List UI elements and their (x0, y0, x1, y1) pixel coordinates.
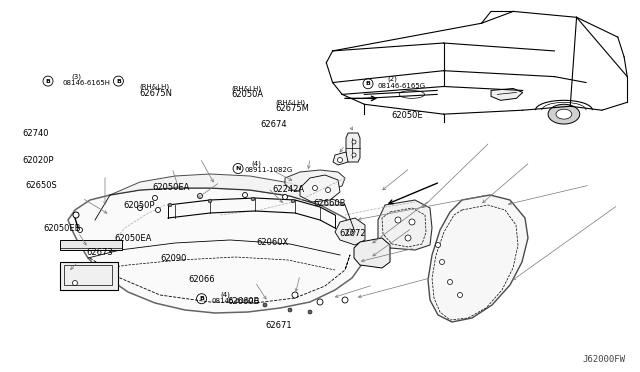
Circle shape (352, 153, 356, 157)
Circle shape (342, 297, 348, 303)
Text: 62673: 62673 (86, 248, 113, 257)
Circle shape (72, 280, 77, 285)
Circle shape (317, 299, 323, 305)
Circle shape (243, 192, 248, 198)
Text: 62050EB: 62050EB (44, 224, 81, 233)
Text: 62242A: 62242A (272, 185, 304, 194)
Circle shape (435, 243, 440, 247)
Text: 62740: 62740 (22, 129, 49, 138)
Text: (RH&LH): (RH&LH) (232, 85, 262, 92)
Circle shape (152, 196, 157, 201)
Circle shape (458, 292, 463, 298)
Circle shape (395, 217, 401, 223)
Circle shape (291, 199, 295, 203)
Text: (4): (4) (252, 161, 261, 167)
Circle shape (138, 205, 143, 211)
Text: (RH&LH): (RH&LH) (275, 99, 305, 106)
Text: (4): (4) (221, 291, 230, 298)
Text: 62650S: 62650S (26, 181, 58, 190)
Circle shape (447, 279, 452, 285)
Circle shape (347, 229, 353, 235)
Circle shape (548, 104, 580, 124)
Polygon shape (491, 89, 523, 100)
Circle shape (308, 310, 312, 314)
Text: N: N (236, 166, 241, 171)
Text: (3): (3) (72, 73, 82, 80)
Text: 62060X: 62060X (256, 238, 288, 247)
Polygon shape (68, 188, 365, 313)
Text: B: B (116, 78, 121, 84)
Circle shape (440, 260, 445, 264)
Polygon shape (110, 174, 345, 205)
Text: 62050EA: 62050EA (152, 183, 189, 192)
Circle shape (352, 140, 356, 144)
Text: 62672: 62672 (339, 229, 366, 238)
Circle shape (77, 228, 83, 232)
Bar (64, 265, 112, 285)
Circle shape (288, 308, 292, 312)
Circle shape (405, 235, 411, 241)
Circle shape (409, 219, 415, 225)
Circle shape (73, 212, 79, 218)
Text: 62675N: 62675N (140, 89, 173, 97)
Circle shape (263, 303, 267, 307)
Polygon shape (300, 175, 340, 202)
Text: 62660B: 62660B (227, 297, 260, 306)
Text: J62000FW: J62000FW (582, 356, 625, 365)
Text: 62066: 62066 (189, 275, 216, 283)
Text: 08911-1082G: 08911-1082G (244, 167, 292, 173)
Polygon shape (335, 218, 365, 245)
Circle shape (198, 193, 202, 199)
Bar (60, 262, 118, 290)
Text: 62671: 62671 (266, 321, 292, 330)
Text: 62050E: 62050E (392, 111, 423, 120)
Text: 62660B: 62660B (314, 199, 346, 208)
Text: B: B (45, 78, 51, 84)
Circle shape (326, 187, 330, 192)
Text: 62050A: 62050A (232, 90, 264, 99)
Polygon shape (354, 238, 390, 268)
Circle shape (337, 157, 342, 163)
Text: 62090: 62090 (160, 254, 186, 263)
Circle shape (312, 186, 317, 190)
Circle shape (168, 203, 172, 207)
Polygon shape (333, 152, 348, 165)
Text: (RH&LH): (RH&LH) (140, 83, 170, 90)
Text: 62020P: 62020P (22, 156, 54, 165)
Circle shape (251, 197, 255, 201)
Polygon shape (346, 133, 360, 162)
Text: 62675M: 62675M (275, 105, 309, 113)
Text: 62674: 62674 (260, 120, 287, 129)
Text: 62050EA: 62050EA (114, 234, 151, 243)
Text: 08146-6165H: 08146-6165H (63, 80, 111, 86)
Text: 62050P: 62050P (123, 201, 154, 210)
Text: 08146-6162G: 08146-6162G (211, 298, 259, 304)
Circle shape (556, 109, 572, 119)
Circle shape (292, 292, 298, 298)
Polygon shape (378, 200, 432, 250)
Polygon shape (428, 195, 528, 322)
Bar (60, 240, 122, 250)
Text: B: B (199, 296, 204, 301)
Text: 08146-6165G: 08146-6165G (378, 83, 426, 89)
Text: (2): (2) (387, 76, 397, 83)
Polygon shape (285, 170, 345, 192)
Circle shape (282, 195, 287, 199)
Circle shape (208, 199, 212, 203)
Circle shape (156, 208, 161, 212)
Text: B: B (365, 81, 371, 86)
